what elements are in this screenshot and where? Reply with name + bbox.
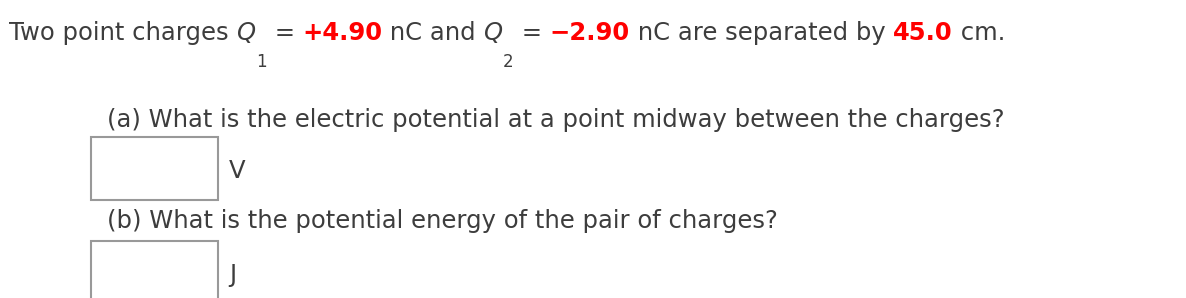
Text: +4.90: +4.90 bbox=[302, 21, 383, 45]
Text: 1: 1 bbox=[256, 53, 267, 71]
Text: 2: 2 bbox=[503, 53, 514, 71]
Text: cm.: cm. bbox=[952, 21, 1005, 45]
Text: nC are separated by: nC are separated by bbox=[630, 21, 893, 45]
Text: =: = bbox=[514, 21, 549, 45]
FancyBboxPatch shape bbox=[91, 137, 218, 200]
Text: (b) What is the potential energy of the pair of charges?: (b) What is the potential energy of the … bbox=[107, 209, 778, 233]
Text: Q: Q bbox=[237, 21, 256, 45]
FancyBboxPatch shape bbox=[91, 241, 218, 298]
Text: (a) What is the electric potential at a point midway between the charges?: (a) What is the electric potential at a … bbox=[107, 108, 1005, 132]
Text: −2.90: −2.90 bbox=[549, 21, 630, 45]
Text: V: V bbox=[229, 159, 246, 183]
Text: Q: Q bbox=[484, 21, 503, 45]
Text: Two point charges: Two point charges bbox=[9, 21, 237, 45]
Text: =: = bbox=[267, 21, 302, 45]
Text: nC and: nC and bbox=[383, 21, 484, 45]
Text: J: J bbox=[229, 263, 236, 287]
Text: 45.0: 45.0 bbox=[893, 21, 952, 45]
